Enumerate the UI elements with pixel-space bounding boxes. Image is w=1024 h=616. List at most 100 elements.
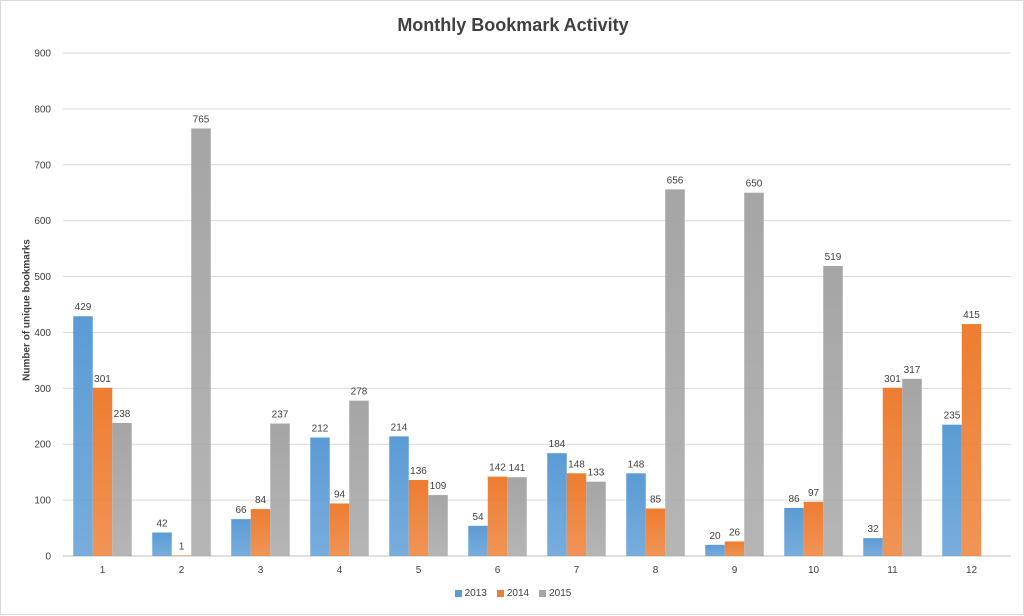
legend-item-2013: 2013 [454, 588, 487, 599]
data-label: 238 [114, 409, 131, 420]
bar-2014 [92, 387, 113, 556]
bar-2015 [665, 189, 685, 556]
data-label: 133 [588, 468, 605, 479]
bar-2015 [507, 477, 527, 556]
bar-2014 [961, 324, 982, 556]
bar-2014 [803, 501, 824, 556]
y-tick-label: 0 [45, 552, 51, 563]
bar-2015 [902, 378, 922, 556]
bar-2014 [724, 541, 745, 556]
x-tick-label: 1 [100, 565, 106, 576]
bar-2014 [408, 479, 429, 556]
data-label: 26 [729, 527, 741, 538]
legend-label: 2013 [464, 588, 487, 599]
y-tick-label: 500 [34, 272, 51, 283]
x-tick-label: 5 [416, 565, 422, 576]
data-label: 84 [255, 495, 267, 506]
bar-2015 [270, 423, 290, 556]
legend: 2013 2014 2015 [1, 588, 1024, 599]
data-label: 1 [179, 541, 185, 552]
legend-label: 2015 [549, 588, 572, 599]
data-label: 109 [430, 481, 447, 492]
y-tick-label: 900 [34, 49, 51, 60]
bar-2015 [586, 481, 606, 556]
data-label: 86 [788, 494, 800, 505]
bar-2013 [231, 519, 251, 556]
bar-2013 [784, 507, 804, 556]
data-label: 765 [193, 114, 210, 125]
data-label: 148 [568, 459, 585, 470]
bar-2014 [487, 476, 508, 556]
bar-2014 [882, 387, 903, 556]
bar-2014 [566, 473, 587, 556]
y-tick-label: 600 [34, 216, 51, 227]
x-tick-label: 6 [495, 565, 501, 576]
bar-2013 [547, 453, 567, 556]
data-label: 184 [549, 439, 566, 450]
data-label: 415 [963, 310, 980, 321]
data-label: 97 [808, 488, 820, 499]
y-tick-label: 700 [34, 160, 51, 171]
data-label: 42 [156, 519, 168, 530]
bar-2013 [468, 525, 488, 556]
data-label: 301 [884, 374, 901, 385]
data-label: 214 [391, 422, 408, 433]
data-label: 136 [410, 466, 427, 477]
bar-2013 [942, 424, 962, 556]
y-tick-label: 300 [34, 384, 51, 395]
data-label: 20 [709, 531, 721, 542]
bar-2014 [645, 508, 666, 556]
bar-2015 [112, 422, 132, 556]
bar-2014 [329, 503, 350, 556]
x-tick-label: 3 [258, 565, 264, 576]
data-label: 54 [472, 512, 484, 523]
data-label: 301 [94, 374, 111, 385]
data-label: 650 [746, 179, 763, 190]
legend-item-2015: 2015 [539, 588, 571, 599]
bar-2013 [863, 538, 883, 556]
legend-swatch [454, 590, 462, 597]
bar-2013 [73, 316, 93, 556]
bar-2014 [171, 555, 192, 556]
data-label: 656 [667, 175, 684, 186]
data-label: 429 [75, 302, 92, 313]
x-tick-label: 8 [653, 565, 659, 576]
data-label: 235 [944, 411, 961, 422]
bar-2013 [389, 436, 409, 556]
legend-label: 2014 [506, 588, 530, 599]
x-tick-label: 7 [574, 565, 580, 576]
bar-2015 [191, 128, 211, 556]
bar-2013 [626, 473, 646, 556]
data-label: 519 [825, 252, 842, 263]
x-tick-label: 9 [732, 565, 738, 576]
data-label: 66 [235, 505, 247, 516]
x-tick-label: 12 [966, 565, 978, 576]
legend-item-2014: 2014 [496, 588, 530, 599]
bar-2015 [349, 400, 369, 556]
y-tick-label: 200 [34, 440, 51, 451]
data-label: 317 [904, 365, 921, 376]
legend-swatch [539, 590, 547, 597]
data-label: 142 [489, 463, 506, 474]
y-tick-label: 400 [34, 328, 51, 339]
chart-title: Monthly Bookmark Activity [397, 15, 629, 35]
bar-2015 [823, 265, 843, 556]
bar-2015 [428, 495, 448, 556]
data-label: 148 [628, 459, 645, 470]
legend-swatch [496, 590, 504, 597]
y-tick-label: 100 [34, 496, 51, 507]
x-tick-label: 2 [179, 565, 185, 576]
data-label: 278 [351, 387, 368, 398]
data-label: 212 [312, 424, 329, 435]
data-label: 141 [509, 463, 526, 474]
x-tick-label: 10 [808, 565, 820, 576]
data-label: 32 [867, 524, 879, 535]
bar-2013 [310, 437, 330, 556]
x-tick-label: 4 [337, 565, 343, 576]
data-label: 237 [272, 410, 289, 421]
bar-2015 [744, 192, 764, 556]
bar-2013 [152, 532, 172, 556]
bar-2013 [705, 544, 725, 556]
